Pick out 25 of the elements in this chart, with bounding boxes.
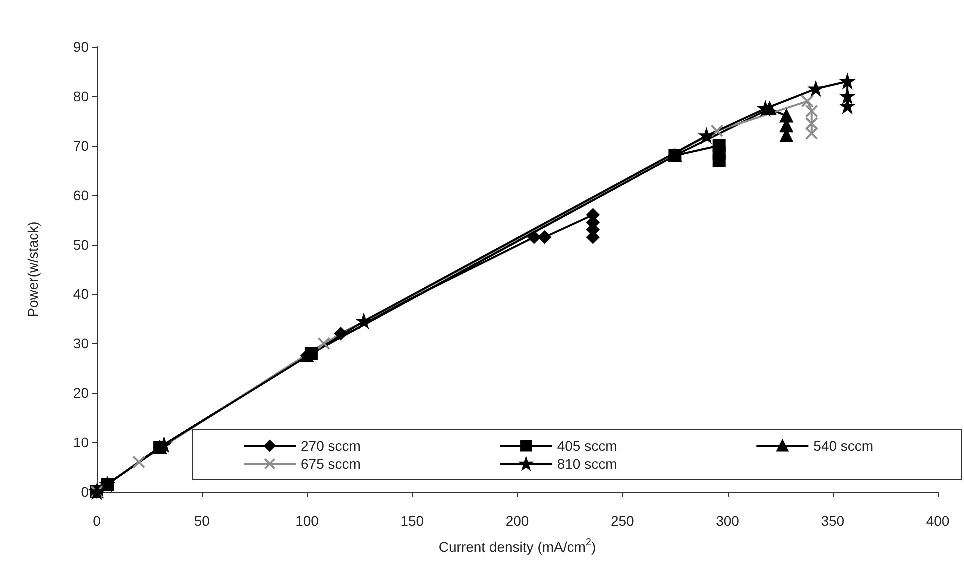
y-tick-label: 60 [73,187,90,204]
y-tick-label: 80 [73,88,90,104]
x-tick-label: 150 [400,513,424,529]
legend-label: 540 sccm [814,438,874,454]
y-tick-label: 10 [73,434,90,451]
y-tick-label: 70 [73,138,90,154]
y-tick-label: 40 [73,286,90,302]
x-tick-label: 400 [926,513,950,529]
y-tick-label: 90 [73,39,90,55]
x-tick-label: 0 [93,513,102,529]
x-tick-label: 50 [194,513,210,529]
legend-label: 675 sccm [301,456,361,472]
y-tick-label: 0 [81,484,90,500]
legend-label: 810 sccm [557,456,618,472]
x-tick-label: 250 [610,513,635,529]
x-tick-label: 200 [506,513,530,529]
y-axis-title: Power(w/stack) [25,222,41,318]
y-tick-label: 20 [73,385,90,402]
x-tick-label: 350 [821,513,845,529]
legend-label: 270 sccm [301,438,361,454]
y-tick-label: 50 [73,236,90,253]
x-tick-label: 300 [716,513,740,529]
y-tick-label: 30 [73,336,90,352]
legend-label: 405 sccm [557,438,618,454]
x-tick-label: 100 [296,513,320,529]
